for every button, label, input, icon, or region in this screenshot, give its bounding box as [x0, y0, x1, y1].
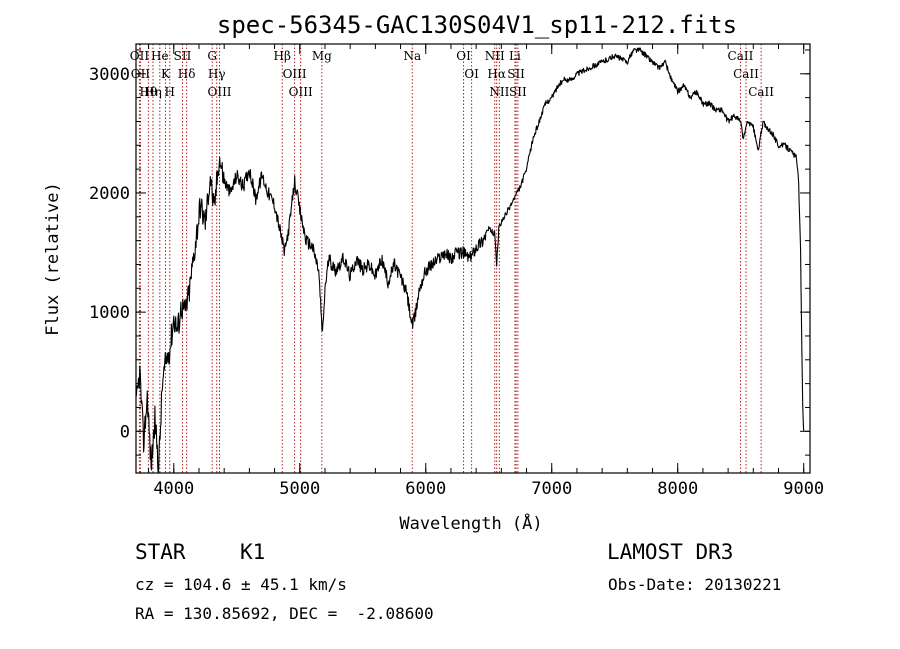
line-label-25: CaII: [728, 49, 754, 63]
line-label-18: OI: [464, 67, 479, 81]
x-tick-label: 9000: [783, 479, 824, 499]
x-axis-ticks: 4000 5000 6000 7000 8000 9000: [148, 44, 824, 499]
x-tick-label: 6000: [405, 479, 446, 499]
y-tick-label: 0: [120, 422, 130, 442]
line-label-3: Hη: [144, 85, 162, 99]
coordinates: RA = 130.85692, DEC = -2.08600: [135, 604, 434, 623]
x-tick-label: 7000: [531, 479, 572, 499]
line-label-22: SII: [507, 67, 525, 81]
line-label-16: Na: [403, 49, 421, 63]
line-label-21: NII: [489, 85, 509, 99]
line-label-7: H: [165, 85, 175, 99]
line-label-26: CaII: [733, 67, 759, 81]
line-label-15: Mg: [312, 49, 332, 63]
line-label-14: OIII: [283, 67, 307, 81]
x-tick-label: 8000: [657, 479, 698, 499]
y-axis-label: Flux (relative): [43, 182, 63, 336]
redshift-readout: cz = 104.6 ± 45.1 km/s: [135, 575, 347, 594]
line-label-23: SII: [509, 85, 527, 99]
y-tick-label: 1000: [89, 303, 130, 323]
line-label-17: OI: [456, 49, 471, 63]
line-label-6: SII: [174, 49, 192, 63]
y-tick-label: 3000: [89, 65, 130, 85]
plot-frame: [135, 43, 811, 474]
chart-title: spec-56345-GAC130S04V1_sp11-212.fits: [217, 11, 737, 39]
object-subclass: K1: [240, 540, 266, 564]
x-axis-label: Wavelength (Å): [399, 512, 542, 534]
line-label-4: He: [151, 49, 169, 63]
line-label-5: K: [161, 67, 171, 81]
object-class: STAR: [135, 540, 186, 564]
obs-date: Obs-Date: 20130221: [608, 575, 782, 594]
line-label-0: Hθ: [139, 85, 157, 99]
survey-name: LAMOST DR3: [607, 540, 734, 564]
line-label-9: OIII: [207, 85, 231, 99]
y-tick-label: 2000: [89, 184, 130, 204]
line-label-20: NII: [485, 49, 505, 63]
line-label-10: Hγ: [208, 67, 226, 81]
line-label-13: OIII: [289, 85, 313, 99]
line-label-1: OII: [130, 49, 150, 63]
x-tick-label: 5000: [279, 479, 320, 499]
line-label-27: CaII: [748, 85, 774, 99]
spectral-line-markers: [138, 44, 762, 473]
line-label-12: Hβ: [274, 49, 291, 63]
line-label-24: Li: [509, 49, 521, 63]
line-label-19: Hα: [487, 67, 506, 81]
x-tick-label: 4000: [153, 479, 194, 499]
flux-curve: [135, 47, 805, 474]
line-label-8: Hδ: [178, 67, 196, 81]
line-label-11: G: [207, 49, 217, 63]
y-axis-ticks: 0 1000 2000 3000: [89, 49, 810, 456]
